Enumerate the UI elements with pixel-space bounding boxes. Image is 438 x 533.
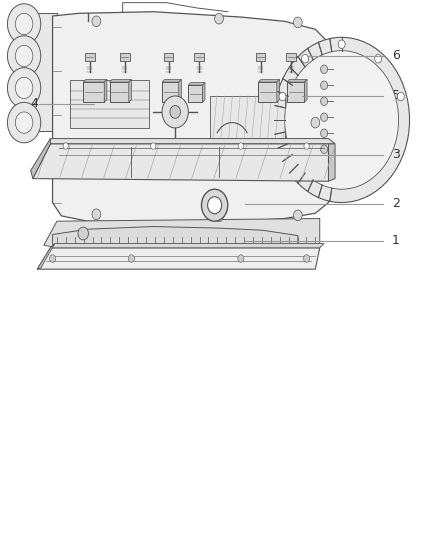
Polygon shape	[210, 96, 285, 171]
Polygon shape	[50, 244, 324, 248]
Polygon shape	[304, 79, 307, 102]
Circle shape	[321, 81, 328, 90]
Circle shape	[170, 106, 180, 118]
Circle shape	[208, 197, 222, 214]
Polygon shape	[110, 82, 129, 102]
Text: 4: 4	[31, 98, 39, 110]
Circle shape	[7, 102, 41, 143]
Circle shape	[374, 54, 381, 63]
Polygon shape	[202, 83, 205, 102]
Polygon shape	[188, 83, 205, 85]
Text: 6: 6	[392, 50, 400, 62]
Circle shape	[238, 255, 244, 262]
Circle shape	[78, 227, 88, 240]
Circle shape	[15, 13, 33, 35]
Polygon shape	[258, 79, 279, 82]
Circle shape	[293, 210, 302, 221]
Polygon shape	[162, 79, 181, 82]
Circle shape	[321, 97, 328, 106]
Polygon shape	[188, 85, 202, 102]
Polygon shape	[286, 53, 296, 61]
Polygon shape	[164, 53, 173, 61]
Circle shape	[201, 189, 228, 221]
Polygon shape	[110, 79, 131, 82]
Polygon shape	[50, 139, 335, 144]
Circle shape	[92, 209, 101, 220]
Circle shape	[285, 51, 399, 189]
Circle shape	[397, 92, 404, 101]
Circle shape	[311, 117, 320, 128]
Polygon shape	[328, 144, 335, 181]
Circle shape	[304, 255, 310, 262]
Circle shape	[279, 92, 286, 101]
Circle shape	[15, 45, 33, 67]
Polygon shape	[70, 80, 149, 128]
Polygon shape	[287, 82, 304, 102]
Polygon shape	[256, 53, 265, 61]
Circle shape	[321, 145, 328, 154]
Circle shape	[15, 77, 33, 99]
Circle shape	[92, 16, 101, 27]
Polygon shape	[37, 244, 55, 269]
Polygon shape	[37, 248, 320, 269]
Circle shape	[162, 96, 188, 128]
Circle shape	[338, 40, 345, 49]
Text: 2: 2	[392, 197, 400, 210]
Polygon shape	[83, 82, 104, 102]
Circle shape	[128, 255, 134, 262]
Circle shape	[7, 36, 41, 76]
Polygon shape	[120, 53, 130, 61]
Circle shape	[238, 143, 244, 149]
Polygon shape	[85, 53, 95, 61]
Circle shape	[321, 65, 328, 74]
Circle shape	[321, 113, 328, 122]
Circle shape	[274, 37, 410, 203]
Text: 5: 5	[392, 90, 400, 102]
Circle shape	[7, 68, 41, 108]
Polygon shape	[287, 79, 307, 82]
Text: 1: 1	[392, 235, 400, 247]
Circle shape	[15, 112, 33, 133]
Circle shape	[215, 13, 223, 24]
Polygon shape	[104, 79, 107, 102]
Polygon shape	[179, 79, 181, 102]
Polygon shape	[31, 139, 50, 179]
Circle shape	[63, 143, 68, 149]
Polygon shape	[162, 82, 179, 102]
Polygon shape	[24, 13, 57, 131]
Circle shape	[215, 211, 223, 222]
Polygon shape	[44, 219, 320, 248]
Circle shape	[7, 4, 41, 44]
Polygon shape	[53, 227, 298, 245]
Circle shape	[321, 129, 328, 138]
Circle shape	[304, 143, 309, 149]
Polygon shape	[33, 144, 329, 181]
Circle shape	[293, 17, 302, 28]
Polygon shape	[83, 79, 107, 82]
Polygon shape	[129, 79, 131, 102]
Polygon shape	[194, 53, 204, 61]
Circle shape	[151, 143, 156, 149]
Polygon shape	[53, 12, 328, 223]
Polygon shape	[277, 79, 279, 102]
Circle shape	[302, 54, 309, 63]
Polygon shape	[258, 82, 277, 102]
Circle shape	[49, 255, 56, 262]
Text: 3: 3	[392, 148, 400, 161]
